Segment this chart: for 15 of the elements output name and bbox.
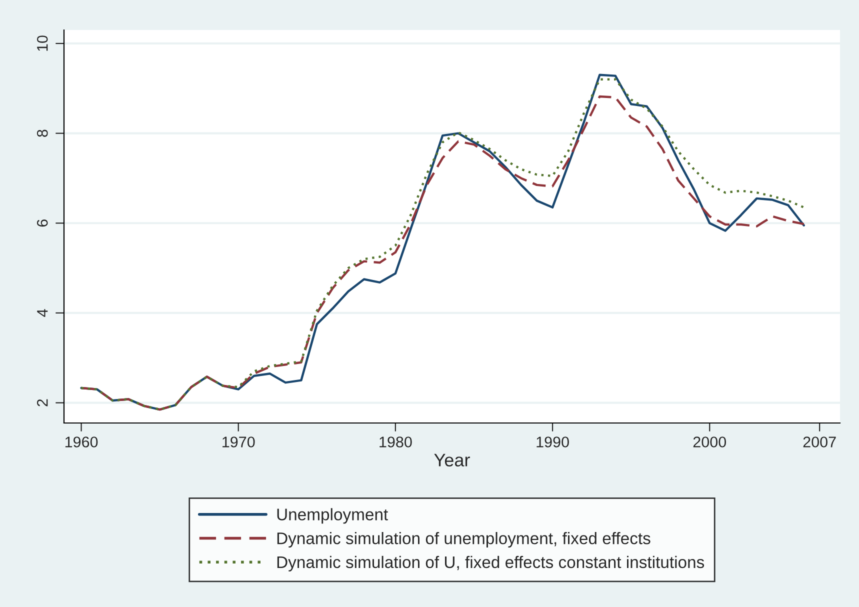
y-tick-label: 4 [37, 309, 48, 317]
x-axis-title: Year [434, 454, 470, 466]
x-tick-label: 2000 [693, 436, 726, 448]
y-tick-label: 8 [36, 130, 48, 137]
x-tick-label: 1960 [65, 436, 98, 448]
x-tick-label: 2007 [803, 436, 836, 448]
x-tick-label: 1990 [536, 436, 569, 448]
x-tick-label: 1980 [380, 436, 412, 448]
x-tick-label: 1970 [222, 436, 255, 448]
legend-label: Dynamic simulation of unemployment, fixed effects [277, 532, 650, 548]
y-tick-label: 10 [36, 36, 48, 51]
y-tick-label: 6 [36, 220, 48, 227]
legend-label: Unemployment [277, 508, 388, 524]
legend-label: Dynamic simulation of U, fixed effects constant institutions [277, 556, 704, 572]
y-tick-label: 2 [36, 399, 48, 406]
